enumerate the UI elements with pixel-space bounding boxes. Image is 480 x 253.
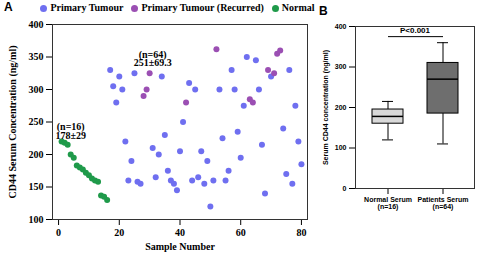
svg-text:400: 400 xyxy=(29,19,44,30)
svg-text:20: 20 xyxy=(114,227,124,238)
html-text:B: B xyxy=(319,4,328,18)
html-text:Primary Tumour (Recurred): Primary Tumour (Recurred) xyxy=(141,2,264,13)
svg-text:(n=16): (n=16) xyxy=(56,121,85,133)
svg-text:100: 100 xyxy=(29,214,44,225)
svg-text:60: 60 xyxy=(236,227,246,238)
svg-text:100: 100 xyxy=(335,144,347,151)
svg-text:Sample Number: Sample Number xyxy=(145,241,215,252)
svg-text:0: 0 xyxy=(56,227,61,238)
svg-text:350: 350 xyxy=(29,51,44,62)
svg-text:300: 300 xyxy=(29,84,44,95)
svg-text:Normal Serum(n=16): Normal Serum(n=16) xyxy=(364,196,412,211)
svg-text:CD44 Serum Concentration (ng/m: CD44 Serum Concentration (ng/ml) xyxy=(7,45,19,198)
svg-text:(n=64): (n=64) xyxy=(138,48,167,60)
svg-text:Serum CD44 concentration (ng/m: Serum CD44 concentration (ng/ml) xyxy=(322,50,330,165)
svg-text:0: 0 xyxy=(343,185,347,192)
svg-text:200: 200 xyxy=(335,104,347,111)
svg-text:40: 40 xyxy=(175,227,185,238)
html-text:Normal: Normal xyxy=(281,2,315,13)
svg-text:178±29: 178±29 xyxy=(55,130,86,141)
svg-text:250: 250 xyxy=(29,116,44,127)
svg-text:251±69.3: 251±69.3 xyxy=(134,57,172,68)
svg-text:80: 80 xyxy=(296,227,306,238)
svg-text:150: 150 xyxy=(29,181,44,192)
svg-text:300: 300 xyxy=(335,63,347,70)
svg-text:Patients Serum(n=64): Patients Serum(n=64) xyxy=(418,196,469,211)
svg-text:400: 400 xyxy=(335,23,347,30)
html-text:A: A xyxy=(4,0,13,14)
svg-text:200: 200 xyxy=(29,149,44,160)
html-text:Primary Tumour: Primary Tumour xyxy=(50,2,124,13)
svg-text:P<0.001: P<0.001 xyxy=(400,26,431,35)
